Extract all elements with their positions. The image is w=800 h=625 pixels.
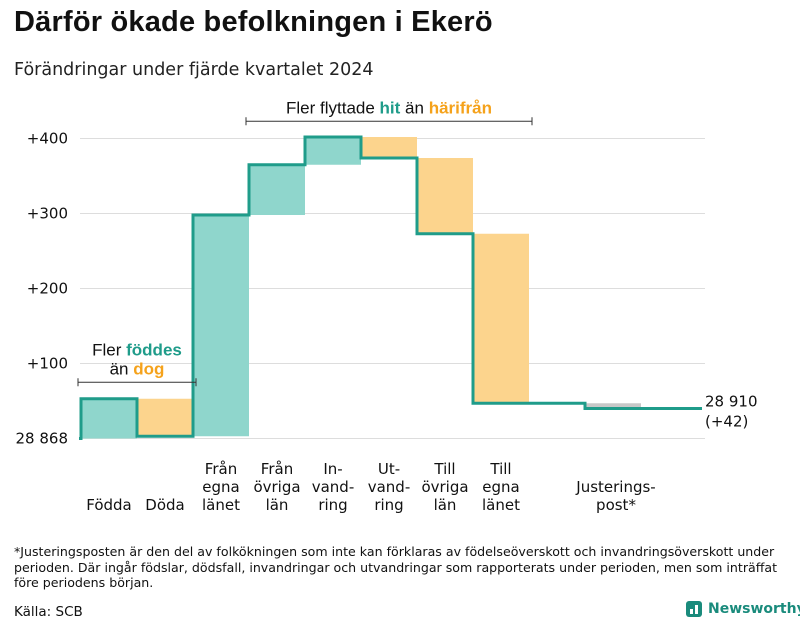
brand-logo: Newsworthy [686, 601, 800, 617]
category-label: vand- [312, 478, 355, 496]
waterfall-bar-increase [193, 215, 249, 437]
category-label: övriga [253, 478, 300, 496]
category-label: Ut- [378, 460, 400, 478]
category-label: Till [489, 460, 511, 478]
category-label: övriga [421, 478, 468, 496]
annotation-plain-word: än [400, 98, 428, 117]
annotation-harifran-word: härifrån [429, 98, 492, 117]
y-tick-label: +400 [27, 130, 68, 148]
annotation-hit-word: föddes [126, 340, 182, 359]
category-label: Justerings- [575, 478, 655, 496]
category-label: egna [482, 478, 519, 496]
category-label: länet [202, 496, 240, 514]
category-label: Döda [145, 496, 184, 514]
end-value-label: 28 910 [705, 393, 758, 411]
category-label: In- [323, 460, 342, 478]
y-tick-label: +100 [27, 355, 68, 373]
annotation-plain-word: Fler [92, 340, 126, 359]
category-label: länet [482, 496, 520, 514]
annotation-harifran-word: dog [133, 359, 164, 378]
chart-subtitle: Förändringar under fjärde kvartalet 2024 [14, 60, 374, 80]
waterfall-bar-increase [305, 137, 361, 165]
category-label: vand- [368, 478, 411, 496]
waterfall-bar-adjustment [585, 403, 641, 409]
y-tick-label: 28 868 [16, 430, 69, 448]
bar-chart-icon [686, 601, 702, 617]
waterfall-bar-increase [81, 398, 137, 439]
footnote: *Justeringsposten är den del av folkökni… [14, 544, 778, 590]
y-tick-label: +200 [27, 280, 68, 298]
category-label: län [434, 496, 457, 514]
category-label: län [266, 496, 289, 514]
annotation-hit-word: hit [380, 98, 401, 117]
category-label: Från [205, 460, 237, 478]
waterfall-bar-decrease [417, 158, 473, 234]
annotation-text: än dog [110, 359, 165, 378]
y-tick-label: +300 [27, 205, 68, 223]
category-label: post* [596, 496, 636, 514]
end-change-label: (+42) [705, 413, 748, 431]
category-label: ring [318, 496, 347, 514]
annotation-text: Fler föddes [92, 340, 182, 359]
cumulative-line [79, 135, 702, 440]
category-label: Från [261, 460, 293, 478]
annotation-plain-word: än [110, 359, 134, 378]
brand-name: Newsworthy [708, 601, 800, 617]
annotation-plain-word: Fler flyttade [286, 98, 380, 117]
waterfall-bar-decrease [361, 137, 417, 158]
category-label: ring [374, 496, 403, 514]
category-label: Till [433, 460, 455, 478]
annotation-text: Fler flyttade hit än härifrån [286, 98, 492, 117]
source-note: Källa: SCB [14, 604, 83, 620]
category-label: Födda [86, 496, 132, 514]
category-label: egna [202, 478, 239, 496]
chart-title: Därför ökade befolkningen i Ekerö [14, 6, 493, 38]
waterfall-bar-decrease [473, 233, 529, 404]
waterfall-chart: 28 868 +100 +200 +300 +400 28 910 (+42) Födda Dö… [16, 98, 758, 514]
waterfall-bar-decrease [137, 398, 193, 437]
waterfall-bar-increase [249, 164, 305, 215]
